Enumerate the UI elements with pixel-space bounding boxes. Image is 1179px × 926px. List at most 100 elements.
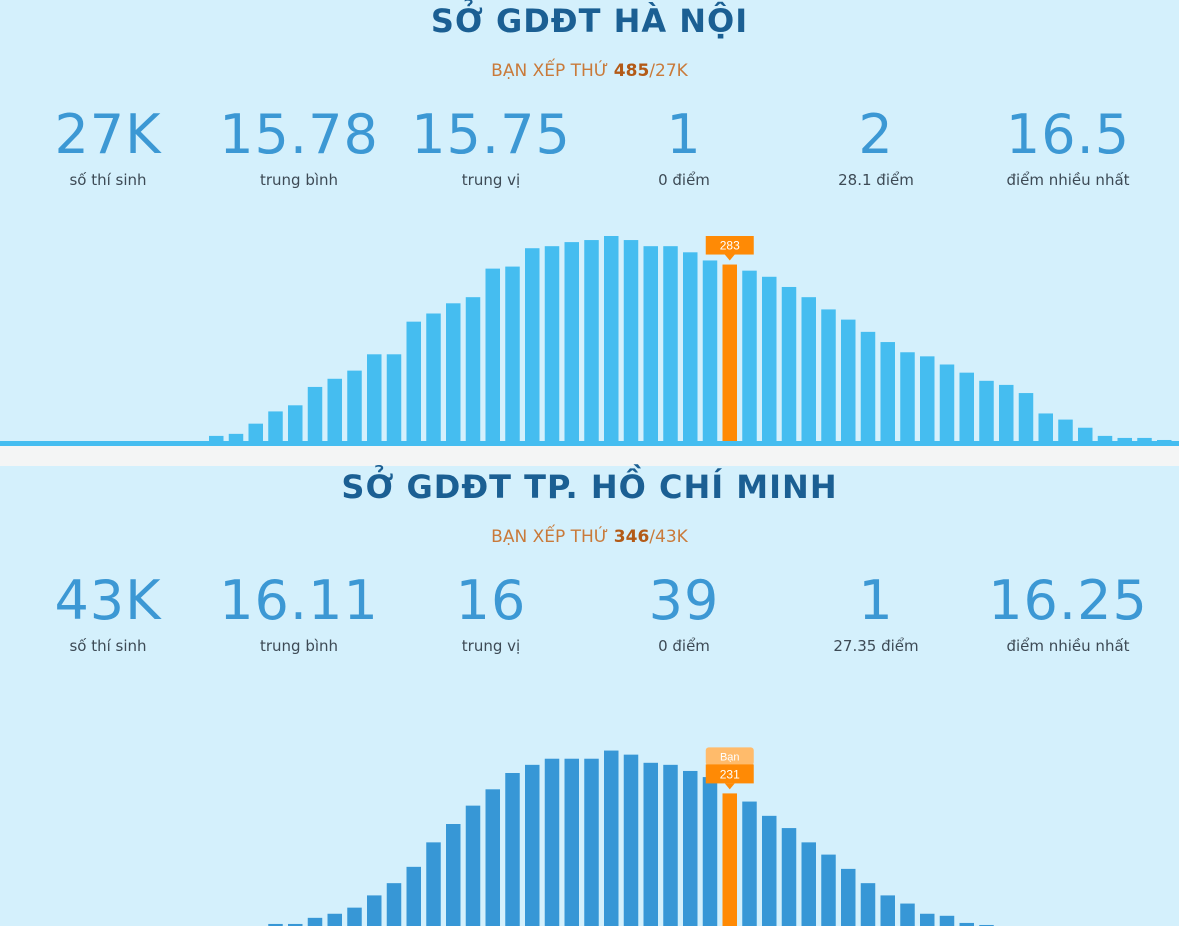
stat-median: 16 trung vị	[396, 569, 586, 655]
histogram-bar	[288, 405, 303, 441]
histogram-bar	[564, 758, 579, 926]
score-histogram: Bạn283	[0, 236, 1179, 446]
stat-candidates: 27K số thí sinh	[13, 103, 203, 189]
marker-value-box	[705, 236, 754, 255]
histogram-bar	[347, 907, 362, 926]
histogram-bar	[1097, 435, 1113, 441]
stat-mode-score: 16.25 điểm nhiều nhất	[973, 569, 1163, 655]
histogram-bar	[525, 764, 540, 926]
histogram-bar	[979, 380, 994, 441]
histogram-bar	[742, 270, 757, 441]
histogram-bar	[307, 386, 323, 441]
histogram-bar	[900, 352, 915, 441]
histogram-bar	[920, 356, 935, 441]
histogram-bar	[860, 331, 876, 441]
stat-label: trung vị	[461, 171, 521, 189]
stat-value: 1	[666, 103, 702, 166]
stat-value: 15.78	[219, 103, 379, 166]
stat-label: trung bình	[259, 637, 339, 655]
district-panel-hanoi: SỞ GDĐT HÀ NỘI BẠN XẾP THỨ 485/27K 27K s…	[0, 0, 1179, 446]
histogram-bar	[347, 370, 362, 441]
histogram-bar	[446, 824, 461, 926]
district-panel-hcmc: SỞ GDĐT TP. HỒ CHÍ MINH BẠN XẾP THỨ 346/…	[0, 466, 1179, 926]
stat-label: số thí sinh	[69, 171, 147, 189]
marker-value-box	[705, 764, 754, 784]
histogram-bar	[880, 342, 895, 441]
histogram-bar	[604, 236, 619, 441]
histogram-bar	[801, 842, 816, 926]
stat-zero-score: 39 0 điểm	[589, 569, 779, 655]
histogram-bar	[327, 913, 342, 926]
histogram-bar	[307, 917, 323, 926]
stat-mode-score: 16.5 điểm nhiều nhất	[973, 103, 1163, 189]
histogram-bar	[702, 260, 718, 441]
histogram-bar	[1058, 419, 1073, 441]
score-histogram: Bạn 231	[268, 747, 994, 926]
histogram-bar	[623, 754, 639, 926]
stat-median: 15.75 trung vị	[396, 103, 586, 189]
stat-value: 16	[455, 569, 527, 632]
histogram-bar	[386, 883, 402, 926]
stat-candidates: 43K số thí sinh	[13, 569, 203, 655]
marker-value: 231	[720, 767, 740, 781]
panel-title: SỞ GDĐT TP. HỒ CHÍ MINH	[341, 468, 838, 506]
histogram-bar	[841, 868, 856, 926]
stat-value: 39	[648, 569, 720, 632]
histogram-bar	[742, 801, 757, 926]
marker-pointer	[724, 254, 735, 261]
histogram-bar	[544, 758, 560, 926]
stat-label: 28.1 điểm	[838, 171, 914, 189]
histogram-bar	[702, 777, 718, 926]
histogram-bar	[860, 883, 876, 926]
panel-separator	[0, 446, 1179, 466]
histogram-bar	[643, 246, 658, 441]
stat-label: số thí sinh	[69, 637, 147, 655]
histogram-bar	[505, 266, 520, 441]
rank-value: 485	[613, 61, 650, 81]
histogram-bar	[465, 297, 481, 441]
histogram-bar	[505, 773, 520, 926]
histogram-bar	[959, 922, 974, 926]
stat-value: 16.25	[988, 569, 1148, 632]
histogram-bar	[683, 252, 698, 441]
histogram-bar	[841, 319, 856, 441]
histogram-bar	[228, 433, 244, 441]
histogram-bar	[623, 240, 639, 441]
stat-value: 1	[858, 569, 894, 632]
stat-average: 15.78 trung bình	[204, 103, 394, 189]
histogram-bar	[663, 246, 678, 441]
histogram-bar	[683, 770, 698, 926]
histogram-bar	[1038, 413, 1053, 441]
histogram-bar	[663, 764, 678, 926]
histogram-bar	[920, 913, 935, 926]
histogram-bar	[821, 309, 836, 441]
rank-prefix: BẠN XẾP THỨ	[491, 61, 614, 81]
marker-value: 283	[720, 239, 740, 253]
histogram-bar	[485, 268, 500, 441]
stat-zero-score: 1 0 điểm	[589, 103, 779, 189]
marker-label: Bạn	[720, 751, 740, 763]
histogram-bar	[999, 384, 1014, 441]
rank-value: 346	[613, 527, 650, 547]
chart-baseline	[0, 441, 1179, 446]
marker-label-box	[705, 747, 754, 766]
histogram-bar	[643, 762, 658, 926]
histogram-bar	[604, 750, 619, 926]
histogram-bar	[880, 895, 895, 926]
histogram-bar	[939, 915, 955, 926]
stat-label: 0 điểm	[658, 171, 710, 189]
histogram-bar	[900, 903, 915, 926]
stat-label: điểm nhiều nhất	[1006, 171, 1130, 189]
histogram-bar	[1137, 437, 1152, 441]
histogram-bar	[525, 248, 540, 441]
histogram-bar	[485, 789, 500, 926]
stat-value: 2	[858, 103, 894, 166]
rank-line: BẠN XẾP THỨ 346/43K	[0, 527, 1179, 547]
stat-label: trung bình	[259, 171, 339, 189]
histogram-bar	[426, 313, 441, 441]
your-score-bar	[722, 793, 737, 926]
histogram-bar	[1078, 427, 1093, 441]
rank-total: /43K	[649, 527, 688, 547]
histogram-bar	[406, 321, 421, 441]
histogram-bar	[584, 758, 599, 926]
